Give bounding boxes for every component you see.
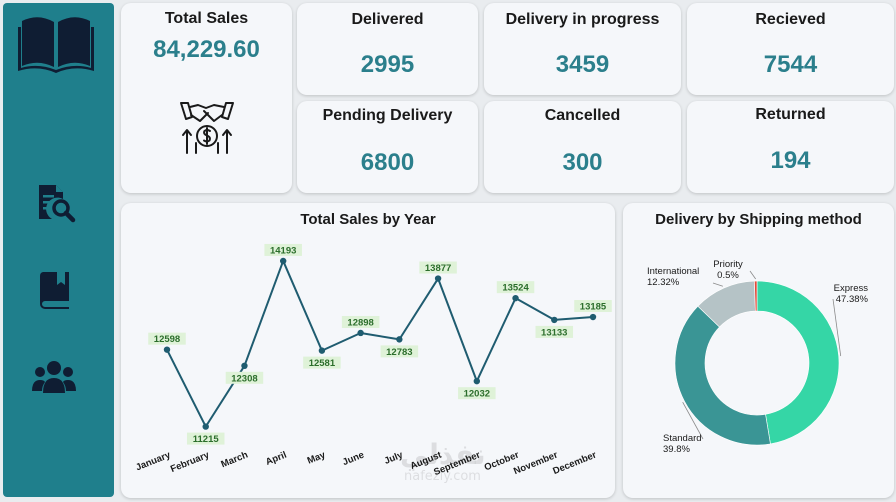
- svg-text:Express: Express: [834, 283, 869, 294]
- total-sales-label: Total Sales: [164, 10, 249, 27]
- svg-text:13524: 13524: [502, 283, 529, 294]
- data-label-january: 12598: [148, 332, 186, 345]
- slice-standard[interactable]: [674, 305, 771, 446]
- data-label-march: 12308: [225, 371, 264, 384]
- data-point-june[interactable]: [357, 329, 364, 337]
- slice-express[interactable]: [756, 280, 840, 445]
- data-point-january[interactable]: [163, 346, 171, 353]
- returned-card: Returned 194: [687, 101, 894, 193]
- data-label-december: 13185: [574, 300, 612, 313]
- delivered-value: 2995: [360, 51, 415, 78]
- svg-text:13185: 13185: [580, 302, 607, 313]
- svg-text:12783: 12783: [386, 347, 412, 358]
- data-point-october[interactable]: [512, 294, 519, 302]
- svg-text:11215: 11215: [193, 434, 220, 445]
- leader-line-priority: [749, 270, 757, 280]
- x-tick-label-november: November: [512, 449, 559, 477]
- returned-label: Returned: [755, 106, 826, 123]
- data-label-november: 13133: [535, 325, 574, 338]
- x-tick-label-april: April: [264, 450, 288, 468]
- pending-value: 6800: [360, 149, 415, 176]
- pending-card: Pending Delivery 6800: [297, 101, 478, 193]
- x-tick-label-may: May: [306, 449, 328, 466]
- total-sales-value: 84,229.60: [153, 36, 260, 63]
- received-value: 7544: [763, 51, 818, 78]
- svg-text:12.32%: 12.32%: [647, 277, 680, 288]
- watermark-arabic: نفذلي: [400, 438, 486, 471]
- sales-line-chart: 12598 11215 12308 14193 12581 12898 12783 13877…: [134, 243, 612, 478]
- data-label-may: 12581: [303, 356, 341, 369]
- returned-value: 194: [770, 147, 811, 174]
- delivered-card: Delivered 2995: [297, 3, 478, 95]
- received-card: Recieved 7544: [687, 3, 894, 95]
- cancelled-card: Cancelled 300: [484, 101, 681, 193]
- data-point-september[interactable]: [473, 377, 481, 385]
- sidebar: [3, 3, 114, 497]
- total-sales-card: Total Sales 84,229.60: [121, 3, 292, 193]
- data-point-august[interactable]: [434, 275, 442, 282]
- in-progress-card: Delivery in progress 3459: [484, 3, 681, 95]
- handshake-dollar-icon: [180, 102, 234, 154]
- data-point-december[interactable]: [589, 313, 597, 321]
- svg-text:12032: 12032: [464, 389, 490, 400]
- svg-text:Priority: Priority: [713, 259, 743, 270]
- data-label-june: 12898: [341, 315, 380, 328]
- svg-text:0.5%: 0.5%: [717, 270, 739, 281]
- data-label-september: 12032: [458, 387, 496, 400]
- svg-text:12598: 12598: [154, 334, 180, 345]
- svg-text:13877: 13877: [425, 263, 451, 274]
- leader-line-express: [832, 298, 842, 357]
- data-point-may[interactable]: [318, 347, 326, 354]
- data-point-july[interactable]: [396, 336, 403, 343]
- in-progress-value: 3459: [555, 51, 610, 78]
- data-point-november[interactable]: [551, 316, 558, 324]
- svg-text:12581: 12581: [309, 358, 336, 369]
- data-label-october: 13524: [496, 281, 535, 294]
- donut-chart-title: Delivery by Shipping method: [655, 211, 862, 228]
- data-point-april[interactable]: [279, 257, 287, 265]
- data-point-february[interactable]: [202, 423, 209, 430]
- x-tick-label-february: February: [169, 449, 211, 475]
- pending-label: Pending Delivery: [322, 107, 453, 124]
- watermark: نفذلي nafezly.com: [400, 440, 486, 484]
- watermark-latin: nafezly.com: [404, 469, 481, 484]
- svg-text:12898: 12898: [347, 317, 373, 328]
- data-label-february: 11215: [186, 432, 225, 445]
- shipping-method-card: Delivery by Shipping method Express 47.38…: [623, 203, 894, 498]
- in-progress-label: Delivery in progress: [505, 11, 660, 28]
- svg-text:39.8%: 39.8%: [663, 444, 690, 455]
- data-label-july: 12783: [380, 345, 419, 358]
- svg-text:International: International: [647, 266, 699, 277]
- data-label-august: 13877: [419, 261, 457, 274]
- svg-text:13133: 13133: [541, 327, 567, 338]
- x-tick-label-december: December: [551, 449, 598, 477]
- x-tick-label-june: June: [341, 450, 366, 469]
- report-search-icon[interactable]: [36, 183, 76, 223]
- data-label-april: 14193: [264, 243, 302, 256]
- cancelled-label: Cancelled: [544, 107, 621, 124]
- svg-text:14193: 14193: [270, 245, 296, 256]
- x-tick-label-march: March: [220, 450, 250, 471]
- slice-priority[interactable]: [754, 280, 758, 312]
- svg-text:47.38%: 47.38%: [836, 294, 869, 305]
- svg-text:Standard: Standard: [663, 433, 702, 444]
- received-label: Recieved: [755, 11, 826, 28]
- closed-book-icon[interactable]: [39, 271, 71, 309]
- data-point-march[interactable]: [241, 362, 248, 370]
- open-book-icon[interactable]: [16, 13, 96, 75]
- users-group-icon[interactable]: [32, 359, 76, 395]
- svg-text:12308: 12308: [231, 373, 257, 384]
- line-chart-title: Total Sales by Year: [300, 211, 436, 228]
- x-tick-label-january: January: [134, 449, 173, 473]
- leader-line-standard: [682, 401, 704, 440]
- leader-line-international: [712, 282, 723, 287]
- sales-by-year-card: Total Sales by Year 12598 11215 12308 14193…: [121, 203, 615, 498]
- cancelled-value: 300: [562, 149, 603, 176]
- delivered-label: Delivered: [351, 11, 424, 28]
